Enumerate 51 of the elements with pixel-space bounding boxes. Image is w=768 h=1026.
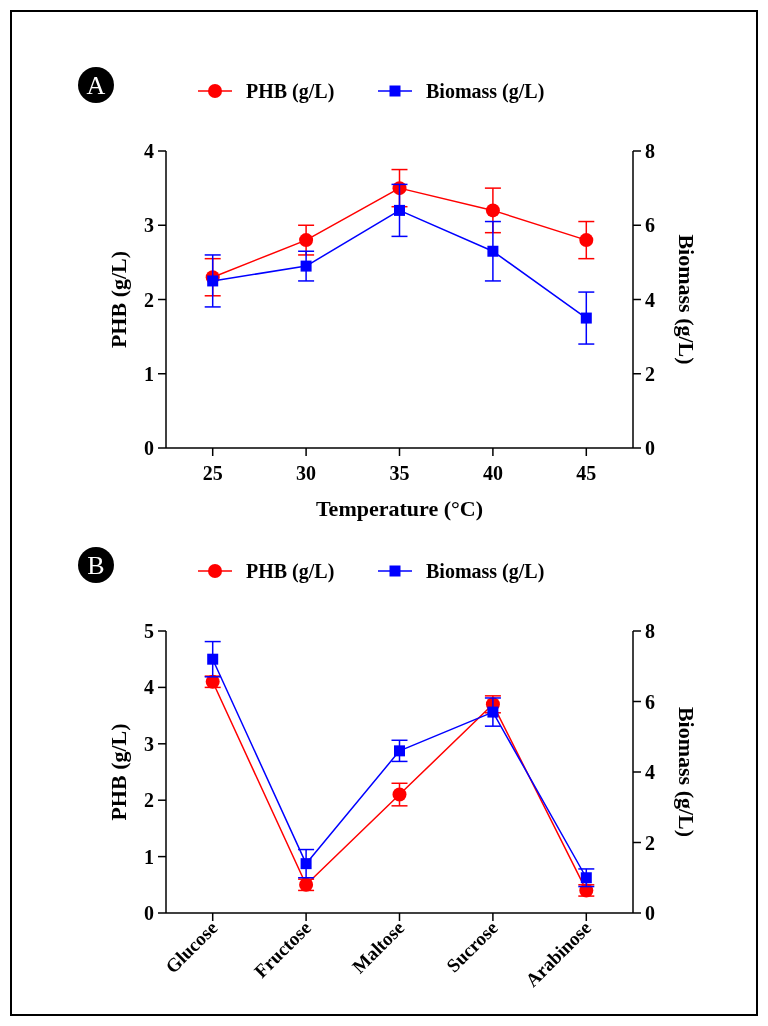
point [394, 204, 405, 216]
y-tick-label: 2 [144, 789, 154, 812]
y-tick-label: 1 [144, 362, 154, 385]
y2-tick-label: 6 [645, 690, 655, 713]
y2-tick-label: 2 [645, 362, 655, 385]
y-tick-label: 0 [144, 902, 154, 924]
x-tick-label: 40 [482, 462, 503, 484]
legend-label: Biomass (g/L) [426, 560, 545, 583]
point [487, 706, 499, 718]
y2-tick-label: 4 [645, 761, 655, 783]
x-axis-title: Temperature (°C) [315, 496, 484, 521]
x-tick-label: 30 [296, 462, 317, 484]
y2-axis-title: Biomass (g/L) [674, 234, 699, 365]
point [394, 745, 405, 757]
y2-tick-label: 6 [645, 214, 655, 237]
point [579, 233, 594, 248]
y-tick-label: 2 [144, 288, 154, 311]
point [580, 312, 592, 324]
y2-tick-label: 8 [645, 140, 655, 162]
legend-label: PHB (g/L) [246, 80, 335, 103]
y-tick-label: 4 [144, 676, 154, 699]
legend-label: PHB (g/L) [246, 560, 335, 583]
point [485, 203, 500, 218]
y-tick-label: 5 [144, 620, 154, 642]
legend-label: Biomass (g/L) [426, 80, 545, 103]
y2-tick-label: 4 [645, 288, 655, 311]
x-tick-label: 25 [202, 462, 223, 484]
x-tick-label: 35 [389, 462, 410, 484]
point [207, 653, 219, 665]
y-tick-label: 4 [144, 140, 154, 162]
y-tick-label: 1 [144, 845, 154, 868]
point [487, 245, 499, 257]
point [207, 275, 219, 287]
point [300, 260, 312, 272]
y2-tick-label: 0 [645, 902, 655, 924]
y2-axis-title: Biomass (g/L) [674, 706, 699, 838]
point [580, 872, 592, 884]
text: B [87, 551, 105, 580]
x-tick-label: 45 [576, 462, 597, 484]
point [300, 858, 312, 870]
y2-tick-label: 2 [645, 831, 655, 854]
y2-tick-label: 0 [645, 437, 655, 459]
y-tick-label: 0 [144, 437, 154, 459]
y-tick-label: 3 [144, 732, 154, 755]
y-axis-title: PHB (g/L) [106, 723, 131, 821]
y2-tick-label: 8 [645, 620, 655, 642]
text: A [86, 71, 106, 100]
point [299, 233, 314, 248]
point [392, 787, 407, 802]
y-tick-label: 3 [144, 214, 154, 237]
y-axis-title: PHB (g/L) [106, 250, 131, 349]
